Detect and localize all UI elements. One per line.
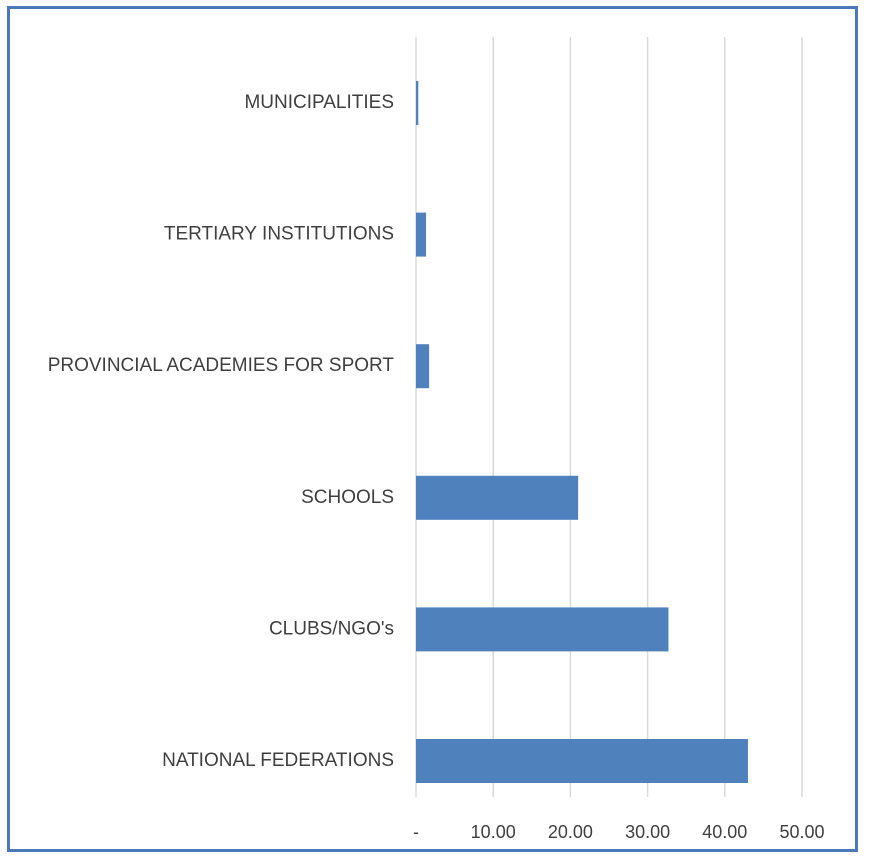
category-label: CLUBS/NGO's (269, 618, 394, 639)
x-tick-label: 10.00 (471, 822, 516, 842)
bar (416, 475, 579, 520)
gridlines (415, 37, 803, 797)
bar (416, 81, 419, 125)
bar (416, 212, 427, 257)
bar (416, 739, 748, 783)
bar (416, 607, 669, 652)
bar (416, 344, 430, 389)
category-label: SCHOOLS (301, 487, 394, 508)
category-label: MUNICIPALITIES (244, 92, 394, 113)
x-tick-label: 30.00 (625, 822, 670, 842)
x-tick-label: 20.00 (548, 822, 593, 842)
bars (416, 81, 748, 783)
category-label: PROVINCIAL ACADEMIES FOR SPORT (48, 355, 395, 376)
x-tick-label: - (413, 822, 419, 842)
x-axis-tick-labels: - 10.00 20.00 30.00 40.00 50.00 (413, 822, 825, 842)
x-tick-label: 50.00 (779, 822, 824, 842)
chart-frame (7, 6, 858, 852)
category-label: TERTIARY INSTITUTIONS (164, 224, 394, 245)
category-labels: MUNICIPALITIES TERTIARY INSTITUTIONS PROVI… (48, 92, 395, 771)
category-label: NATIONAL FEDERATIONS (162, 750, 394, 771)
x-tick-label: 40.00 (702, 822, 747, 842)
